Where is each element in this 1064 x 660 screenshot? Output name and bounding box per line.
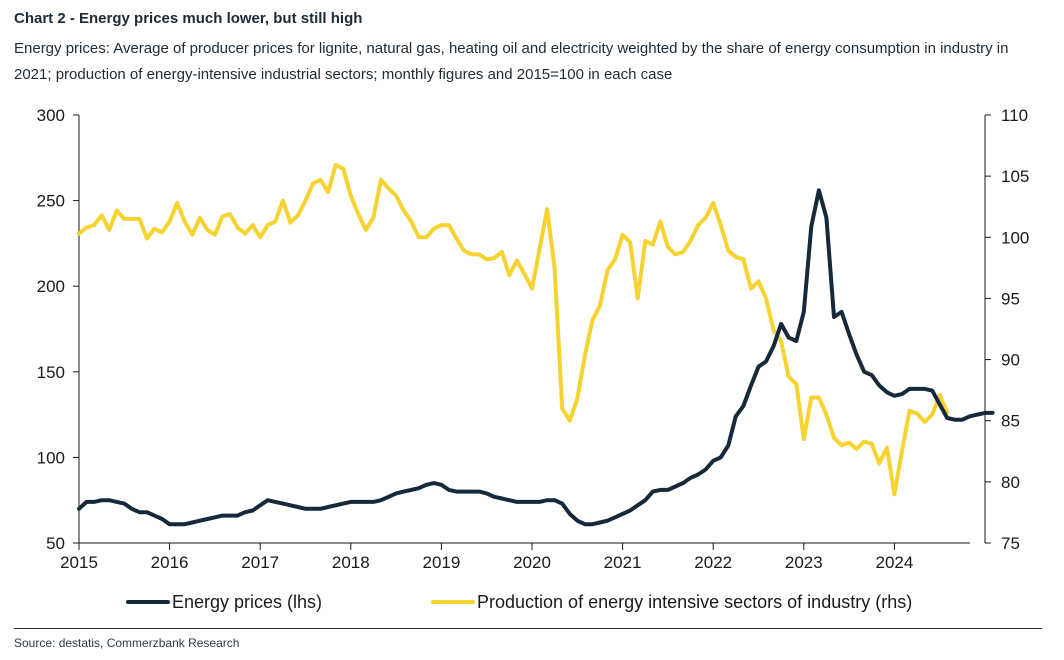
axes-group: 2015 2016 2017 2018 2019 2020 2021 2022 2023 2024… bbox=[37, 106, 1030, 572]
x-tick-label: 2016 bbox=[151, 553, 189, 572]
x-tick-label: 2020 bbox=[513, 553, 551, 572]
x-tick-label: 2017 bbox=[241, 553, 279, 572]
series-line-energy-prices bbox=[77, 188, 995, 527]
x-tick-label: 2021 bbox=[604, 553, 642, 572]
footer-divider bbox=[14, 628, 1042, 629]
y-left-tick-label: 50 bbox=[46, 534, 65, 553]
y-left-tick-label: 150 bbox=[37, 363, 65, 382]
x-tick-label: 2024 bbox=[875, 553, 913, 572]
y-right-tick-label: 85 bbox=[1001, 412, 1020, 431]
x-tick-label: 2019 bbox=[422, 553, 460, 572]
line-chart: 2015 2016 2017 2018 2019 2020 2021 2022 2023 2024… bbox=[37, 106, 1030, 612]
y-left-tick-label: 100 bbox=[37, 448, 65, 467]
legend: Energy prices (lhs) Production of energy … bbox=[126, 592, 912, 612]
y-right-tick-label: 110 bbox=[1001, 106, 1028, 125]
chart-title: Chart 2 - Energy prices much lower, but … bbox=[14, 10, 363, 27]
source-note: Source: destatis, Commerzbank Research bbox=[14, 636, 240, 650]
y-right-tick-label: 95 bbox=[1001, 289, 1020, 308]
series-line-production bbox=[77, 163, 950, 497]
y-right-tick-label: 80 bbox=[1001, 473, 1020, 492]
y-left-tick-label: 300 bbox=[37, 106, 65, 125]
y-right-tick-label: 100 bbox=[1001, 228, 1029, 247]
y-right-tick-label: 105 bbox=[1001, 167, 1029, 186]
y-left-tick-label: 250 bbox=[37, 192, 65, 211]
legend-production-label: Production of energy intensive sectors o… bbox=[477, 592, 912, 612]
series-group bbox=[77, 163, 995, 527]
x-tick-label: 2022 bbox=[694, 553, 732, 572]
x-tick-label: 2015 bbox=[60, 553, 98, 572]
x-tick-label: 2018 bbox=[332, 553, 370, 572]
y-right-tick-label: 90 bbox=[1001, 351, 1020, 370]
y-left-tick-label: 200 bbox=[37, 277, 65, 296]
y-right-tick-label: 75 bbox=[1001, 534, 1020, 553]
chart-subtitle: Energy prices: Average of producer price… bbox=[14, 40, 1009, 83]
x-tick-label: 2023 bbox=[785, 553, 823, 572]
legend-energy-prices-label: Energy prices (lhs) bbox=[172, 592, 322, 612]
